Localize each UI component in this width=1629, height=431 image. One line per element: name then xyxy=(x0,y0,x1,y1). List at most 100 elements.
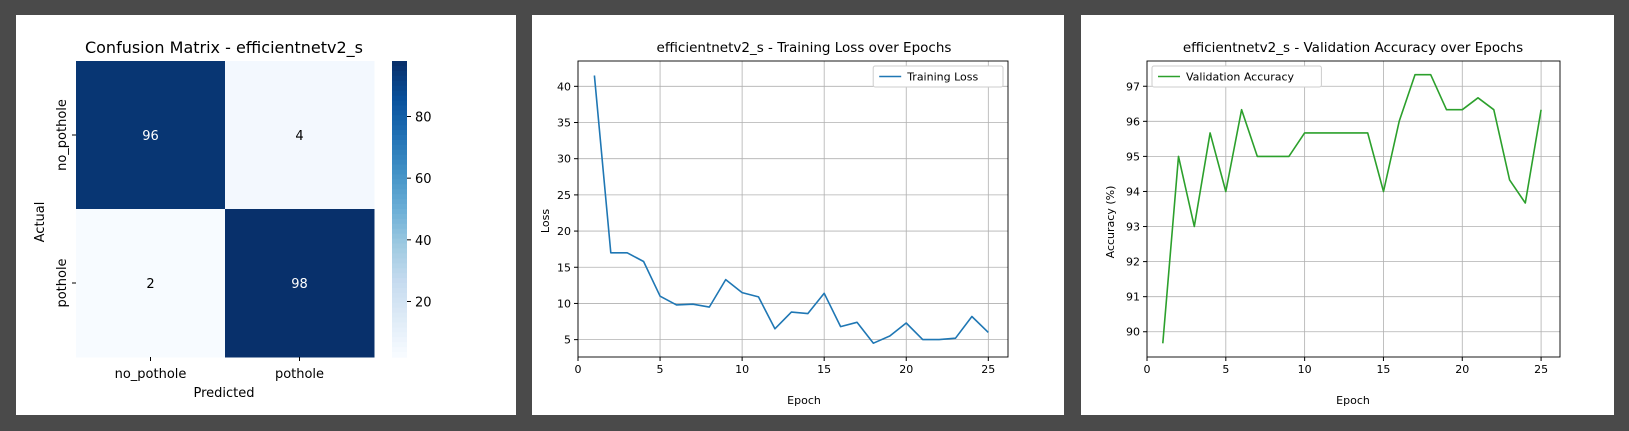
heatmap-cell xyxy=(225,61,375,210)
y-axis-label: Actual xyxy=(33,202,48,243)
y-tick-label: 10 xyxy=(557,297,571,310)
confusion-matrix-panel: Confusion Matrix - efficientnetv2_s Pred… xyxy=(16,15,516,415)
x-tick-label: 15 xyxy=(817,363,831,376)
y-tick-label: 93 xyxy=(1126,221,1140,234)
colorbar-segment xyxy=(392,95,407,102)
plot-frame xyxy=(1146,60,1561,358)
x-axis-label: Epoch xyxy=(1336,394,1370,407)
colorbar-segment xyxy=(392,105,407,111)
x-tick-label: pothole xyxy=(275,367,324,382)
colorbar-segment xyxy=(392,287,407,294)
y-axis-label: Accuracy (%) xyxy=(1104,186,1117,259)
validation-accuracy-panel: efficientnetv2_s - Validation Accuracy o… xyxy=(1081,15,1614,415)
colorbar-segment xyxy=(392,110,407,116)
colorbar-segment xyxy=(392,209,407,215)
colorbar-segment xyxy=(392,228,407,235)
y-tick-label: pothole xyxy=(55,258,70,307)
colorbar-segment xyxy=(392,204,407,210)
x-tick-label: 20 xyxy=(1455,363,1469,376)
chart-title: efficientnetv2_s - Training Loss over Ep… xyxy=(657,40,952,56)
y-tick-label: 97 xyxy=(1126,80,1140,93)
cell-value-label: 96 xyxy=(142,129,159,144)
colorbar-segment xyxy=(392,283,407,289)
colorbar-segment xyxy=(392,90,407,97)
colorbar-segment xyxy=(392,307,407,314)
colorbar-segment xyxy=(392,352,407,358)
x-tick-label: 15 xyxy=(1376,363,1390,376)
colorbar-tick-label: 40 xyxy=(415,234,432,249)
x-tick-label: 0 xyxy=(575,363,582,376)
colorbar-segment xyxy=(392,70,407,77)
cell-value-label: 98 xyxy=(291,277,308,292)
colorbar-segment xyxy=(392,223,407,230)
colorbar-segment xyxy=(392,135,407,141)
validation-accuracy-chart: efficientnetv2_s - Validation Accuracy o… xyxy=(1104,40,1561,407)
cell-value-label: 2 xyxy=(146,277,154,292)
y-tick-label: 94 xyxy=(1126,185,1140,198)
colorbar-segment xyxy=(392,65,407,72)
colorbar-segment xyxy=(392,80,407,87)
x-axis-label: Epoch xyxy=(787,394,821,407)
colorbar-tick-label: 80 xyxy=(415,111,432,126)
chart-title: efficientnetv2_s - Validation Accuracy o… xyxy=(1183,40,1523,56)
colorbar-segment xyxy=(392,125,407,131)
colorbar-segment xyxy=(392,292,407,299)
colorbar-segment xyxy=(392,75,407,82)
chart-title: Confusion Matrix - efficientnetv2_s xyxy=(85,38,363,58)
colorbar-segment xyxy=(392,297,407,304)
legend-box xyxy=(1151,65,1322,88)
y-tick-label: 40 xyxy=(557,80,571,93)
colorbar-segment xyxy=(392,139,407,146)
y-axis-label: Loss xyxy=(539,209,552,233)
x-tick-label: 5 xyxy=(657,363,664,376)
y-tick-label: 15 xyxy=(557,261,571,274)
y-tick-label: 96 xyxy=(1126,115,1140,128)
colorbar-segment xyxy=(392,159,407,166)
colorbar-tick-label: 20 xyxy=(415,296,432,311)
colorbar-segment xyxy=(392,322,407,328)
y-tick-label: 25 xyxy=(557,189,571,202)
x-tick-label: 25 xyxy=(1534,363,1548,376)
colorbar-segment xyxy=(392,149,407,156)
colorbar-segment xyxy=(392,258,407,264)
confusion-matrix-chart: Confusion Matrix - efficientnetv2_s Pred… xyxy=(33,38,432,401)
x-axis-label: Predicted xyxy=(193,386,254,401)
x-tick-label: 10 xyxy=(1298,363,1312,376)
y-tick-label: 95 xyxy=(1126,150,1140,163)
y-tick-label: 30 xyxy=(557,153,571,166)
colorbar-segment xyxy=(392,164,407,171)
colorbar-segment xyxy=(392,115,407,121)
legend-label: Validation Accuracy xyxy=(1186,71,1295,84)
colorbar-segment xyxy=(392,130,407,136)
colorbar-segment xyxy=(392,248,407,254)
colorbar-segment xyxy=(392,342,407,348)
colorbar-segment xyxy=(392,233,407,240)
colorbar-segment xyxy=(392,169,407,176)
legend-box xyxy=(872,65,1004,88)
cell-value-label: 4 xyxy=(295,129,303,144)
colorbar-segment xyxy=(392,213,407,220)
colorbar-segment xyxy=(392,278,407,284)
colorbar-segment xyxy=(392,238,407,245)
colorbar-segment xyxy=(392,243,407,250)
colorbar-segment xyxy=(392,327,407,333)
y-tick-label: 5 xyxy=(564,334,571,347)
heatmap-cell xyxy=(76,209,226,358)
y-tick-label: 20 xyxy=(557,225,571,238)
heatmap-cell xyxy=(76,61,226,210)
y-tick-label: 90 xyxy=(1126,326,1140,339)
colorbar-segment xyxy=(392,120,407,126)
colorbar-segment xyxy=(392,184,407,190)
colorbar-segment xyxy=(392,199,407,205)
colorbar-segment xyxy=(392,85,407,92)
x-tick-label: 5 xyxy=(1222,363,1229,376)
heatmap-cell xyxy=(225,209,375,358)
colorbar-segment xyxy=(392,61,407,67)
series-line xyxy=(1162,73,1542,344)
colorbar-segment xyxy=(392,253,407,259)
x-tick-label: 0 xyxy=(1144,363,1151,376)
colorbar-segment xyxy=(392,263,407,269)
plot-frame xyxy=(577,60,1009,358)
colorbar-segment xyxy=(392,268,407,274)
colorbar-segment xyxy=(392,273,407,279)
